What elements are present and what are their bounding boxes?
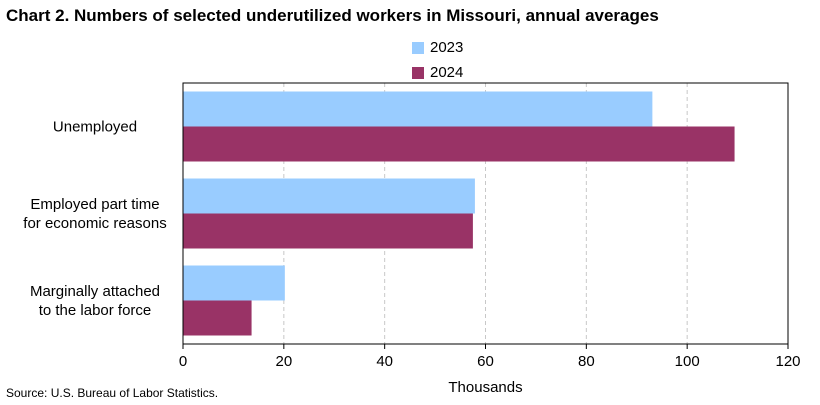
category-label: for economic reasons — [23, 215, 166, 232]
x-tick-label: 40 — [376, 353, 393, 370]
x-tick-label: 100 — [675, 353, 700, 370]
category-label: Marginally attached — [30, 283, 160, 300]
category-label: Unemployed — [53, 119, 137, 136]
legend-item-2024: 2024 — [412, 60, 463, 85]
x-tick-label: 0 — [179, 353, 187, 370]
source-note: Source: U.S. Bureau of Labor Statistics. — [6, 386, 219, 400]
legend-swatch-2024 — [412, 66, 424, 79]
legend: 2023 2024 — [412, 35, 463, 85]
bar — [183, 265, 285, 301]
legend-label-2024: 2024 — [430, 64, 464, 81]
legend-label-2023: 2023 — [430, 39, 464, 56]
category-label: Employed part time — [30, 196, 159, 213]
legend-swatch-2023 — [412, 41, 424, 54]
bar — [183, 126, 735, 162]
x-tick-label: 120 — [775, 353, 800, 370]
legend-item-2023: 2023 — [412, 35, 463, 60]
x-axis-title: Thousands — [448, 379, 522, 396]
bar — [183, 91, 653, 127]
x-tick-label: 60 — [477, 353, 494, 370]
category-label: to the labor force — [39, 302, 152, 319]
chart-title: Chart 2. Numbers of selected underutiliz… — [6, 6, 659, 25]
bar — [183, 178, 475, 214]
bar — [183, 300, 252, 336]
bar — [183, 213, 473, 249]
x-tick-label: 20 — [275, 353, 292, 370]
x-tick-label: 80 — [578, 353, 595, 370]
